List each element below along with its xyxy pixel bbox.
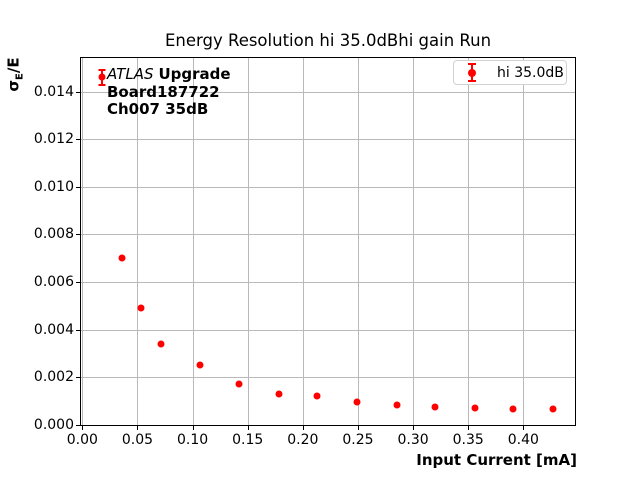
y-tick-label: 0.000 [33, 416, 74, 433]
x-tick-label: 0.35 [452, 432, 484, 448]
annotation-line-1: ATLAS Upgrade [107, 65, 231, 84]
x-tick-mark [468, 426, 470, 430]
data-point [471, 404, 479, 412]
data-point [98, 73, 106, 81]
x-tick-mark [137, 426, 139, 430]
y-gridline [80, 139, 576, 141]
data-point [509, 405, 517, 413]
x-gridline [302, 57, 304, 426]
y-gridline [80, 91, 576, 93]
error-bar-cap [98, 83, 106, 86]
x-tick-label: 0.40 [507, 432, 539, 448]
y-tick-label: 0.002 [33, 369, 74, 386]
legend-errorbar-marker-icon [465, 63, 479, 82]
y-gridline [80, 186, 576, 188]
x-tick-mark [357, 426, 359, 430]
legend-errorbar-cap-top [468, 63, 476, 65]
chart-title: Energy Resolution hi 35.0dBhi gain Run [164, 31, 492, 50]
x-tick-mark [247, 426, 249, 430]
x-tick-mark [413, 426, 415, 430]
x-gridline [82, 57, 84, 426]
y-tick-mark [76, 377, 80, 379]
x-gridline [247, 57, 249, 426]
y-tick-mark [76, 424, 80, 426]
y-gridline [80, 281, 576, 283]
x-tick-label: 0.00 [66, 432, 98, 448]
y-gridline [80, 329, 576, 331]
legend: hi 35.0dB [453, 60, 567, 85]
annotation-block: ATLAS Upgrade Board187722 Ch007 35dB [107, 65, 231, 119]
y-gridline [80, 424, 576, 426]
y-gridline [80, 234, 576, 236]
data-point [196, 361, 204, 369]
data-point [137, 304, 145, 312]
legend-errorbar-cap-bottom [468, 80, 476, 82]
x-tick-label: 0.05 [121, 432, 154, 448]
data-point [313, 392, 321, 400]
data-point [431, 403, 439, 411]
x-gridline [357, 57, 359, 426]
y-tick-mark [76, 186, 80, 188]
x-tick-mark [523, 426, 525, 430]
data-point [118, 254, 126, 262]
x-axis-label: Input Current [mA] [416, 451, 577, 469]
x-tick-mark [302, 426, 304, 430]
x-tick-label: 0.15 [232, 432, 264, 448]
x-tick-label: 0.30 [397, 432, 429, 448]
x-tick-mark [192, 426, 194, 430]
x-tick-label: 0.20 [287, 432, 319, 448]
x-gridline [468, 57, 470, 426]
y-tick-mark [76, 91, 80, 93]
data-point [235, 380, 243, 388]
annotation-experiment: ATLAS [107, 65, 154, 83]
x-tick-label: 0.25 [342, 432, 374, 448]
legend-label: hi 35.0dB [497, 64, 564, 81]
y-tick-label: 0.012 [33, 131, 74, 148]
data-point [393, 401, 401, 409]
annotation-program: Upgrade [158, 65, 231, 83]
y-tick-label: 0.008 [33, 226, 74, 243]
y-tick-mark [76, 281, 80, 283]
y-tick-mark [76, 329, 80, 331]
data-point [275, 390, 283, 398]
annotation-board: Board187722 [107, 82, 220, 101]
y-tick-mark [76, 234, 80, 236]
data-point [353, 398, 361, 406]
error-bar-cap [98, 68, 106, 71]
y-tick-label: 0.010 [33, 178, 74, 195]
y-tick-label: 0.006 [33, 273, 74, 290]
y-axis-label-rest: /E [4, 57, 23, 74]
annotation-channel: Ch007 35dB [107, 100, 209, 118]
y-gridline [80, 377, 576, 379]
x-gridline [413, 57, 415, 426]
y-tick-mark [76, 139, 80, 141]
y-tick-label: 0.014 [33, 83, 74, 100]
data-point [549, 405, 557, 413]
y-axis-label-subscript: E [14, 73, 26, 80]
y-tick-label: 0.004 [33, 321, 74, 338]
x-tick-mark [82, 426, 84, 430]
x-gridline [192, 57, 194, 426]
y-axis-label: σE/E [4, 35, 26, 115]
x-gridline [523, 57, 525, 426]
x-tick-label: 0.10 [176, 432, 209, 448]
x-gridline [137, 57, 139, 426]
data-point [157, 340, 165, 348]
legend-point-marker [468, 68, 476, 77]
